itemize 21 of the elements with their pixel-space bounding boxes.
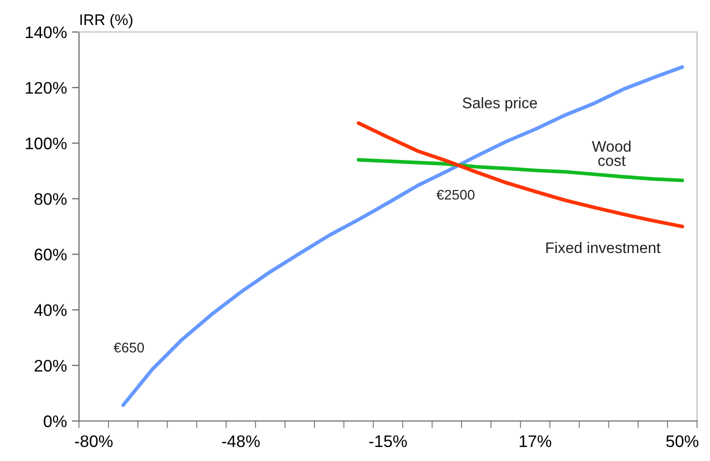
y-tick-label: 0%	[44, 415, 67, 428]
x-tick-label: -15%	[369, 435, 407, 448]
x-tick-label: -80%	[75, 435, 113, 448]
x-tick-label: 50%	[666, 435, 698, 448]
series-label: Sales price	[462, 97, 537, 112]
y-tick-label: 120%	[26, 82, 67, 94]
y-tick-label: 140%	[26, 26, 67, 38]
x-tick-label: 17%	[520, 435, 552, 448]
y-axis-title: IRR (%)	[80, 14, 132, 28]
series-label: Fixed investment	[546, 242, 660, 254]
y-tick-label: 20%	[34, 360, 67, 372]
series-label: Wood cost	[592, 140, 630, 166]
line-series	[356, 121, 684, 228]
annotation: €650	[114, 342, 144, 352]
line-series	[356, 158, 684, 182]
annotation: €2500	[436, 190, 474, 200]
y-tick-label: 60%	[34, 248, 67, 260]
x-tick-label: -48%	[222, 435, 260, 448]
y-tick-label: 40%	[34, 304, 67, 316]
y-tick-label: 80%	[34, 193, 67, 205]
y-tick-label: 100%	[26, 138, 67, 150]
